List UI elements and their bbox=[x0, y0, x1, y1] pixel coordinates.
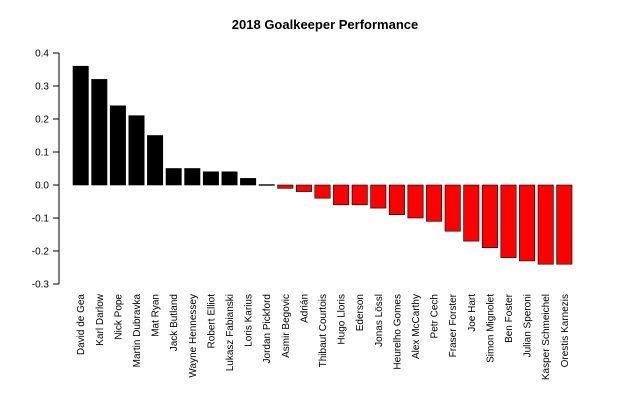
bar bbox=[258, 184, 275, 186]
category-label: Joe Hart bbox=[467, 294, 478, 332]
category-label: Orestis Karnezis bbox=[560, 294, 571, 367]
bar bbox=[295, 184, 312, 192]
bar bbox=[444, 184, 461, 232]
category-label: Kasper Schmeichel bbox=[541, 294, 552, 380]
category-labels-group: David de Gea Karl Darlow Nick Pope Martin D… bbox=[76, 293, 571, 380]
bar bbox=[463, 184, 480, 242]
category-label: Adrián bbox=[299, 294, 310, 323]
bar bbox=[184, 168, 201, 186]
category-label: Nick Pope bbox=[113, 294, 124, 340]
category-label: Karl Darlow bbox=[95, 293, 106, 345]
category-label: Lukasz Fabianski bbox=[225, 294, 236, 371]
bar bbox=[407, 184, 424, 219]
category-label: Simon Mignolet bbox=[485, 294, 496, 363]
bar bbox=[277, 184, 294, 189]
category-label: Martin Dubravka bbox=[132, 294, 143, 368]
bar bbox=[202, 171, 219, 186]
bar bbox=[128, 115, 145, 186]
category-label: Mat Ryan bbox=[151, 294, 162, 337]
bar bbox=[333, 184, 350, 206]
bar bbox=[72, 65, 89, 186]
category-label: Alex McCarthy bbox=[411, 294, 422, 359]
bars-group bbox=[72, 65, 573, 265]
category-label: Julian Speroni bbox=[523, 294, 534, 357]
y-tick-label: -0.3 bbox=[32, 280, 50, 291]
bar bbox=[426, 184, 443, 222]
category-label: Thibaut Courtois bbox=[318, 294, 329, 367]
bar bbox=[556, 184, 573, 265]
category-label: Loris Karius bbox=[244, 294, 255, 347]
bar bbox=[109, 105, 126, 186]
bar bbox=[370, 184, 387, 209]
category-label: Robert Elliot bbox=[206, 294, 217, 349]
bar bbox=[481, 184, 498, 249]
bar bbox=[537, 184, 554, 265]
bar bbox=[221, 171, 238, 186]
bar bbox=[351, 184, 368, 206]
bar bbox=[388, 184, 405, 216]
y-tick-label: 0.0 bbox=[35, 181, 49, 192]
bar bbox=[519, 184, 536, 262]
category-label: Fraser Forster bbox=[448, 293, 459, 357]
y-axis: 0.4 0.3 0.2 0.1 0.0 -0.1 -0.2 -0.3 bbox=[32, 49, 60, 291]
category-label: Ederson bbox=[355, 294, 366, 331]
category-label: Jonas Lössl bbox=[374, 294, 385, 347]
category-label: Ben Foster bbox=[504, 293, 515, 343]
bar bbox=[240, 178, 257, 186]
bar bbox=[500, 184, 517, 258]
bar bbox=[91, 79, 108, 186]
bar bbox=[314, 184, 331, 199]
category-label: Jordan Pickford bbox=[262, 294, 273, 363]
y-tick-label: 0.2 bbox=[35, 115, 49, 126]
category-label: Jack Butland bbox=[169, 294, 180, 351]
category-label: Petr Cech bbox=[430, 294, 441, 338]
category-label: Wayne Hennessey bbox=[188, 294, 199, 378]
bar bbox=[165, 168, 182, 186]
y-tick-label: 0.1 bbox=[35, 148, 49, 159]
category-label: David de Gea bbox=[76, 294, 87, 356]
bar bbox=[147, 135, 164, 186]
y-tick-label: -0.2 bbox=[32, 247, 50, 258]
category-label: Asmir Begovic bbox=[281, 294, 292, 358]
category-label: Heurelho Gomes bbox=[392, 294, 403, 370]
chart-title: 2018 Goalkeeper Performance bbox=[232, 17, 418, 32]
category-label: Hugo Lloris bbox=[337, 294, 348, 345]
y-tick-label: 0.3 bbox=[35, 82, 49, 93]
y-tick-label: -0.1 bbox=[32, 214, 50, 225]
y-tick-label: 0.4 bbox=[35, 49, 49, 60]
